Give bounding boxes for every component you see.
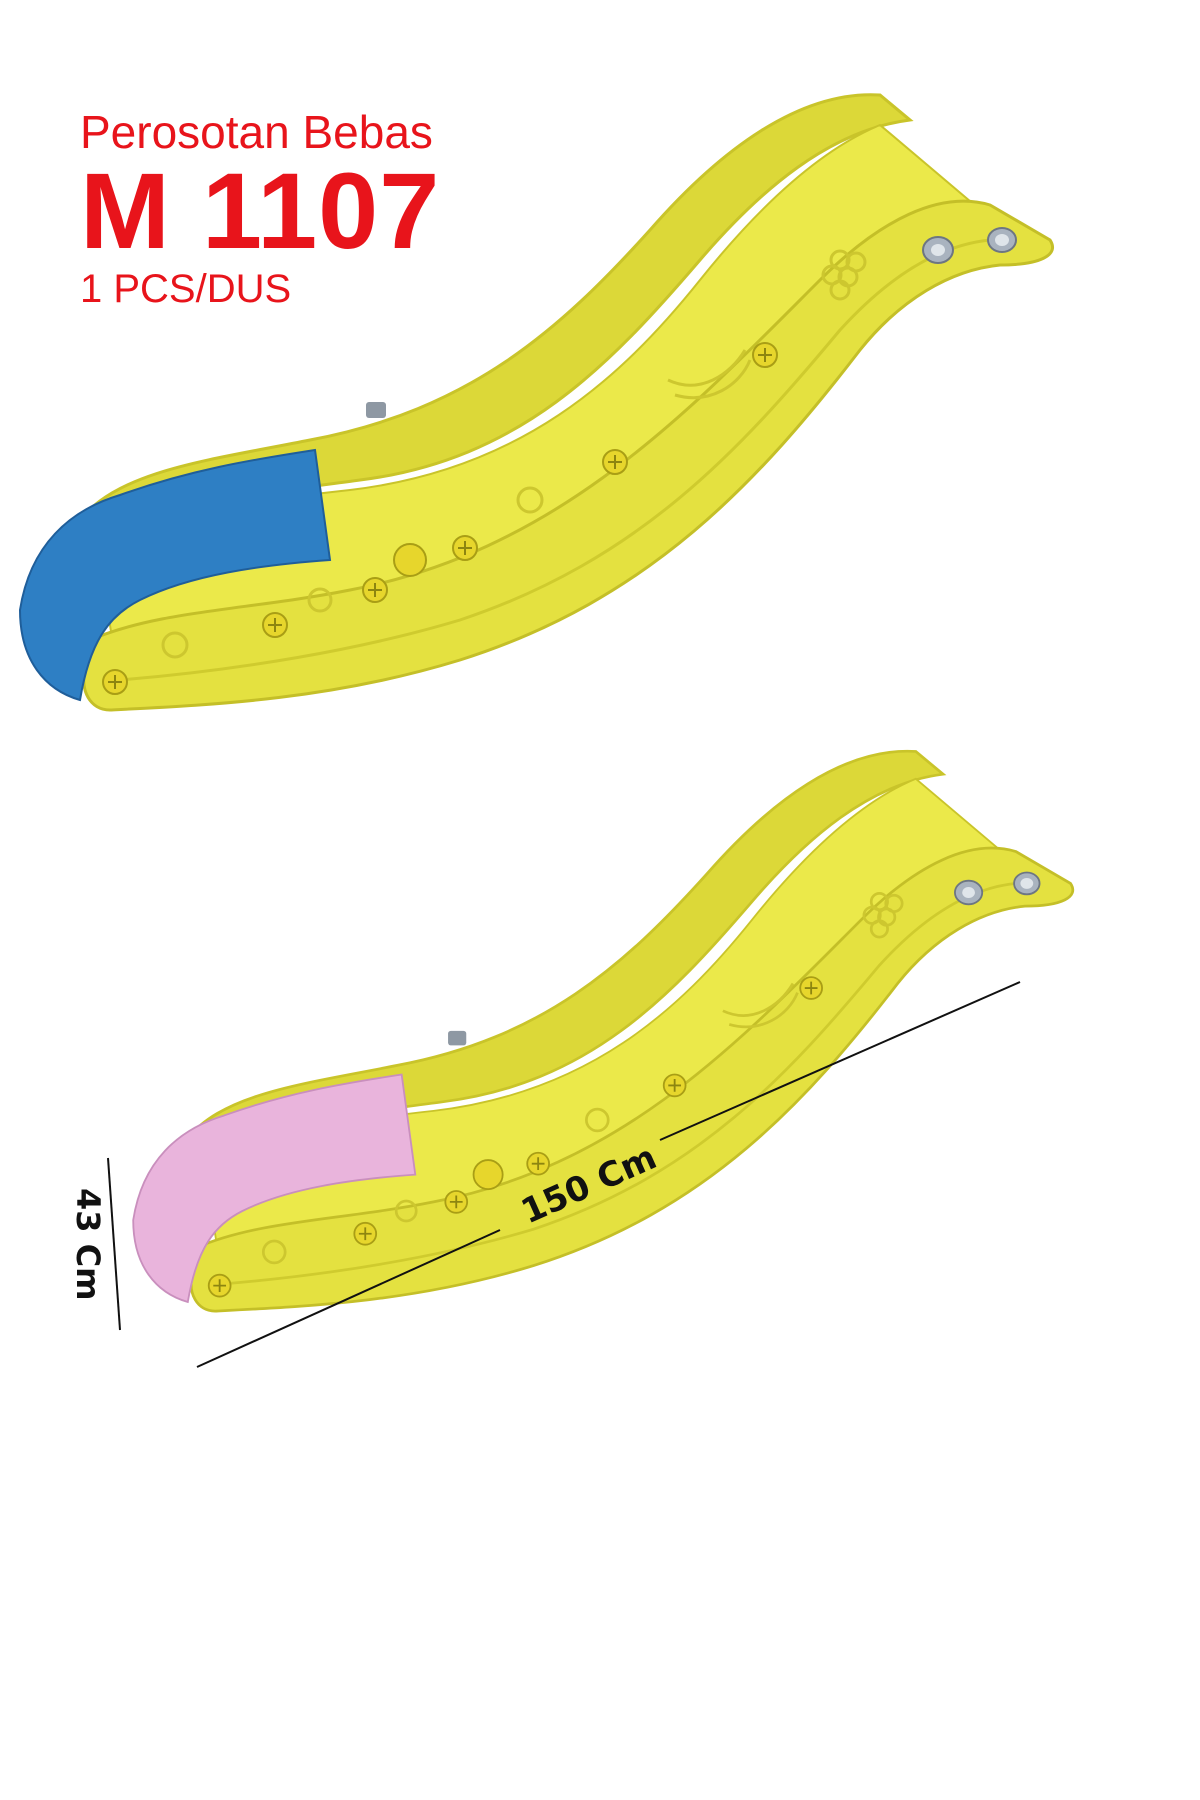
packaging-info: 1 PCS/DUS [80,267,292,311]
slide-pink-variant [132,749,1075,1313]
slide-tip-blue [18,448,332,702]
slide-tip-pink [132,1073,417,1304]
product-code: M 1107 [80,150,441,271]
product-name: Perosotan Bebas [80,106,433,158]
product-header: Perosotan Bebas M 1107 1 PCS/DUS [80,105,440,313]
height-label: 43 Cm [69,1188,107,1301]
slide-blue-variant [18,93,1055,712]
